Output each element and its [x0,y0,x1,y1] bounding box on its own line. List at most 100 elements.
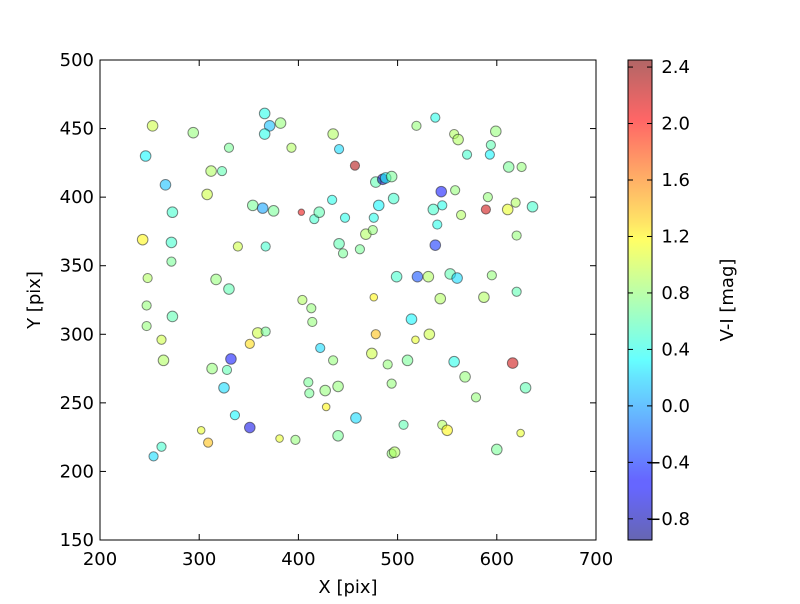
data-point-126 [511,286,522,297]
data-point-43 [275,434,284,443]
data-point-106 [455,209,467,221]
x-tick-label: 400 [281,549,315,570]
data-point-12 [166,310,179,323]
y-tick-label: 200 [60,461,94,482]
data-point-19 [201,188,213,201]
data-point-9 [141,320,152,332]
colorbar-tick-label: 0.8 [661,283,690,304]
data-point-93 [429,239,442,251]
data-point-117 [486,270,497,281]
data-point-86 [422,270,435,283]
data-point-67 [332,429,344,442]
data-point-21 [223,283,235,295]
data-point-70 [368,212,379,223]
data-point-64 [328,355,339,366]
data-point-3 [166,206,179,219]
x-axis: 200 300 400 500 600 700 [83,60,613,570]
colorbar-tick-label: 1.6 [661,170,690,191]
data-point-120 [502,161,515,173]
data-point-87 [411,120,422,131]
data-point-4 [165,236,178,249]
data-point-49 [306,303,317,314]
y-tick-label: 350 [60,256,94,277]
y-tick-label: 250 [60,393,94,414]
data-point-123 [510,197,521,208]
data-point-69 [367,224,378,236]
data-point-8 [141,300,152,311]
scatter-points [136,107,539,462]
colorbar-tick-label: 0.4 [661,339,690,360]
data-point-5 [166,256,177,267]
y-tick-label: 500 [60,50,94,71]
x-tick-label: 300 [182,549,216,570]
data-point-40 [260,326,271,337]
data-point-57 [333,144,345,155]
colorbar-tick-label: −0.4 [646,452,690,473]
colorbar-tick-label: −0.8 [646,509,690,530]
data-point-26 [218,381,230,394]
data-point-6 [136,233,149,246]
data-point-110 [459,371,471,383]
data-point-121 [516,161,527,173]
data-point-42 [286,142,297,153]
data-point-89 [427,203,440,216]
data-point-81 [386,378,397,389]
data-point-83 [388,446,401,459]
data-point-71 [372,199,385,212]
data-point-53 [304,388,315,399]
data-point-29 [203,437,214,448]
data-point-128 [519,381,532,394]
data-point-104 [461,149,473,160]
colorbar-tick-label: 2.0 [661,114,690,135]
x-tick-label: 700 [579,549,613,570]
colorbar-tick-label: 0.0 [661,396,690,417]
data-point-41 [244,338,255,349]
data-point-85 [411,270,424,283]
data-point-119 [491,443,503,456]
x-tick-label: 200 [83,549,117,570]
data-point-114 [484,149,495,160]
data-point-111 [470,392,482,403]
data-point-78 [370,329,381,340]
data-point-13 [156,441,167,452]
data-point-48 [297,294,308,306]
data-point-33 [274,117,287,129]
data-point-63 [354,244,366,255]
data-point-115 [482,192,493,203]
data-point-103 [452,133,464,146]
data-point-11 [157,354,170,367]
data-point-36 [256,202,269,214]
data-point-113 [485,139,496,151]
data-point-129 [516,428,525,438]
data-point-0 [139,150,152,162]
y-tick-label: 300 [60,324,94,345]
data-point-18 [223,142,235,153]
data-point-25 [225,353,237,365]
data-point-88 [430,112,441,123]
colorbar-frame [627,59,653,541]
y-tick-label: 150 [60,530,94,551]
data-point-20 [210,273,222,286]
data-point-80 [382,359,393,370]
data-point-124 [526,200,539,213]
data-point-90 [432,219,443,230]
colorbar-tick-label: 2.4 [661,57,690,78]
data-point-15 [187,126,200,139]
colorbar-label: V-I [mag] [717,259,738,342]
data-point-35 [246,199,259,212]
plot-frame [99,59,597,541]
data-point-7 [142,272,153,284]
colorbar-tick-label: 1.2 [661,226,690,247]
data-point-122 [501,203,514,216]
data-point-98 [401,354,414,367]
data-point-60 [339,212,351,223]
data-point-16 [205,165,217,177]
data-point-22 [232,241,243,252]
data-point-59 [327,194,338,205]
data-point-109 [448,355,460,368]
data-point-97 [423,328,436,341]
data-point-99 [398,419,409,430]
data-point-76 [387,192,400,205]
data-point-118 [478,291,490,304]
